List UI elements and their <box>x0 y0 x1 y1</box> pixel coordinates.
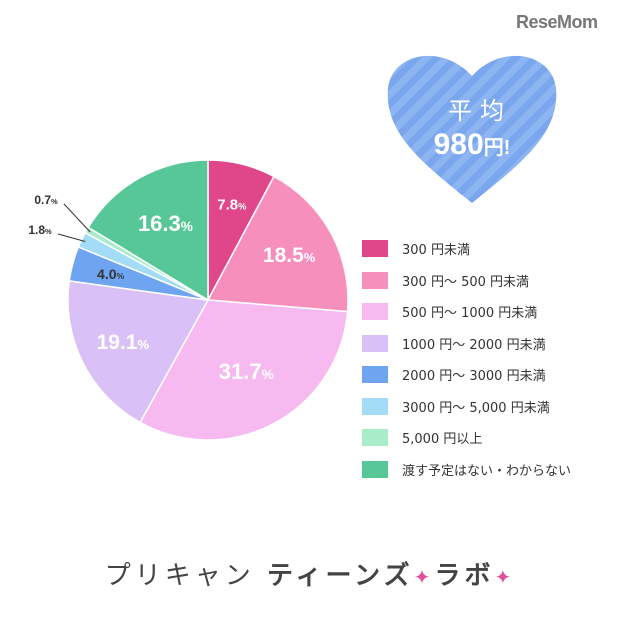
legend-label: 渡す予定はない・わからない <box>402 463 572 479</box>
pie-slice <box>206 175 349 313</box>
legend-item: 300 円～ 500 円未満 <box>362 270 571 291</box>
heart-average-label: 平均 <box>448 97 512 125</box>
leader-line <box>63 203 91 233</box>
pie-slice-label: 7.8% <box>217 196 247 214</box>
heart-unit: 円! <box>483 137 511 159</box>
legend-label: 3000 円～ 5,000 円未満 <box>402 400 550 416</box>
pie-slice-label: 16.3% <box>137 211 193 237</box>
footer-text-prican: プリキャン <box>104 561 255 591</box>
legend-label: 1000 円～ 2000 円未満 <box>402 337 546 353</box>
legend-swatch <box>362 460 388 478</box>
heart-value: 980 <box>433 128 484 161</box>
pie-slice-label: 0.7% <box>34 193 58 207</box>
legend-swatch <box>362 366 388 383</box>
footer-text-teens: ティーンズ <box>267 561 414 591</box>
legend-swatch <box>362 397 388 415</box>
sparkle-icon: ✦ <box>494 565 516 589</box>
legend-item: 1000 円～ 2000 円未満 <box>362 333 571 354</box>
legend: 300 円未満 300 円～ 500 円未満 500 円～ 1000 円未満 1000… <box>362 238 571 490</box>
legend-swatch <box>362 303 388 320</box>
pie-slice <box>67 280 210 424</box>
legend-item: 3000 円～ 5,000 円未満 <box>362 396 571 417</box>
legend-swatch <box>362 271 388 289</box>
leader-line <box>57 233 86 242</box>
legend-label: 300 円未満 <box>402 243 470 258</box>
pie-slice-label: 18.5% <box>262 243 316 267</box>
legend-swatch <box>362 334 388 352</box>
pie-slice-label: 19.1% <box>96 330 150 354</box>
footer-text-labo: ラボ <box>434 561 495 591</box>
pie-slice-label: 1.8% <box>28 223 52 237</box>
sparkle-icon: ✦ <box>413 565 435 589</box>
legend-label: 500 円～ 1000 円未満 <box>402 306 538 321</box>
heart-icon <box>387 55 557 203</box>
pie-slice <box>139 299 349 441</box>
legend-item: 2000 円～ 3000 円未満 <box>362 364 571 385</box>
legend-swatch <box>362 429 388 446</box>
pie-chart <box>57 159 349 441</box>
legend-label: 5,000 円以上 <box>402 432 483 447</box>
heart-average-value: 980円! <box>382 128 562 162</box>
legend-item: 300 円未満 <box>362 238 571 259</box>
legend-label: 300 円～ 500 円未満 <box>402 274 530 290</box>
resemom-logo: ReseMom <box>516 12 598 32</box>
footer-brand: プリキャン ティーンズ✦ラボ✦ <box>0 555 620 592</box>
average-heart: 平均 980円! <box>382 38 562 208</box>
legend-item: 500 円～ 1000 円未満 <box>362 301 571 322</box>
legend-label: 2000 円～ 3000 円未満 <box>402 369 546 384</box>
pie-slice <box>87 159 209 302</box>
legend-item: 渡す予定はない・わからない <box>362 459 571 480</box>
pie-slice-label: 4.0% <box>97 265 125 282</box>
legend-swatch <box>362 240 388 257</box>
legend-item: 5,000 円以上 <box>362 427 571 448</box>
pie-slice-label: 31.7% <box>218 358 274 384</box>
